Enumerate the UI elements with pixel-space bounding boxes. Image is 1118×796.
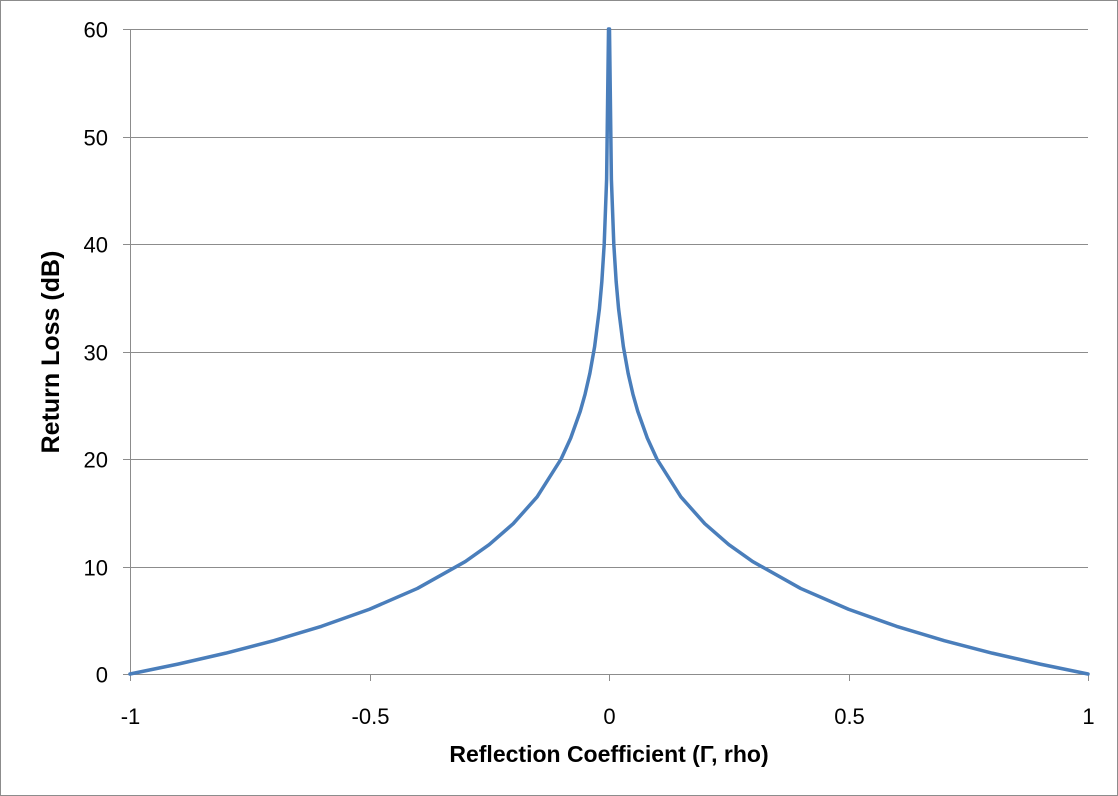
y-tick-labels: 0 10 20 30 40 50 60 xyxy=(84,18,108,688)
y-tick-label-5: 50 xyxy=(84,126,108,151)
y-tick-label-3: 30 xyxy=(84,341,108,366)
y-tick-label-1: 10 xyxy=(84,556,108,581)
series-layer xyxy=(128,27,1090,676)
x-tick-labels: -1 -0.5 0 0.5 1 xyxy=(121,704,1095,729)
series-line-1 xyxy=(607,27,1090,676)
y-tick-label-2: 20 xyxy=(84,448,108,473)
series-line-0 xyxy=(128,27,611,676)
y-tick-label-4: 40 xyxy=(84,233,108,258)
x-tick-label-0: -1 xyxy=(121,704,141,729)
x-tick-label-3: 0.5 xyxy=(834,704,865,729)
y-axis-title: Return Loss (dB) xyxy=(37,251,65,454)
x-tick-label-1: -0.5 xyxy=(352,704,390,729)
x-tick-label-4: 1 xyxy=(1082,704,1094,729)
axis-layer xyxy=(123,29,1089,681)
x-axis-title: Reflection Coefficient (Γ, rho) xyxy=(449,741,768,767)
x-tick-label-2: 0 xyxy=(603,704,615,729)
y-tick-label-0: 0 xyxy=(96,663,108,688)
y-tick-label-6: 60 xyxy=(84,18,108,43)
